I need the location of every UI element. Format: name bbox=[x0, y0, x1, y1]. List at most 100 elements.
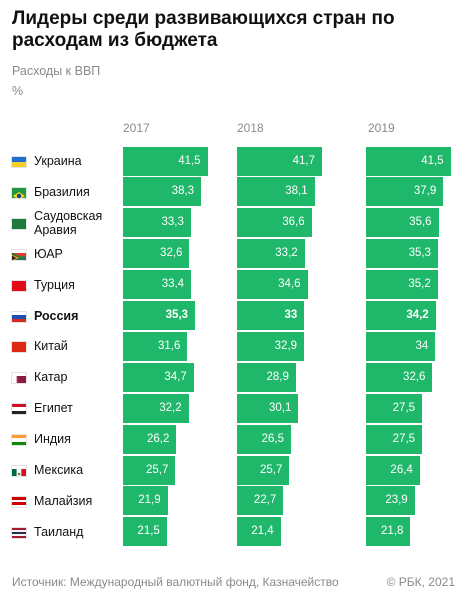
bar-value-label: 33,3 bbox=[161, 216, 184, 229]
bar-2017: 32,2 bbox=[123, 393, 189, 423]
bar-value-label: 41,7 bbox=[292, 154, 315, 167]
country-label: Индия bbox=[34, 432, 71, 446]
bar-value-label: 25,7 bbox=[259, 463, 283, 476]
bar-value-label: 38,1 bbox=[285, 185, 308, 198]
bar-2018: 36,6 bbox=[237, 208, 312, 238]
country-label-line: Малайзия bbox=[34, 493, 93, 508]
bar-2017: 26,2 bbox=[123, 424, 177, 454]
country-label-line: Аравия bbox=[34, 222, 77, 237]
bar-2019: 34 bbox=[366, 331, 436, 361]
bar-value-label: 38,3 bbox=[171, 185, 195, 198]
bar-2018: 21,4 bbox=[237, 517, 281, 547]
bar-value-label: 28,9 bbox=[266, 370, 289, 383]
country-label-line: Таиланд bbox=[34, 524, 84, 539]
bar-2019: 35,2 bbox=[366, 270, 438, 300]
bar-value-label: 33,2 bbox=[275, 247, 298, 260]
bar-2017: 33,3 bbox=[123, 208, 191, 238]
year-label-2017: 2017 bbox=[123, 121, 150, 135]
bar-2018: 28,9 bbox=[237, 362, 296, 392]
year-label-2018: 2018 bbox=[237, 121, 264, 135]
country-label-line: Турция bbox=[34, 277, 75, 292]
bar-value-label: 21,5 bbox=[137, 525, 160, 538]
bar-2018: 33 bbox=[237, 301, 305, 330]
bar-value-label: 26,2 bbox=[147, 432, 170, 445]
country-label: Египет bbox=[34, 401, 73, 415]
bar-value-label: 26,4 bbox=[390, 463, 413, 476]
bar-value-label: 34,7 bbox=[164, 370, 187, 383]
unit-label: % bbox=[12, 84, 24, 98]
bar-value-label: 35,3 bbox=[408, 247, 431, 260]
bar-value-label: 34,6 bbox=[278, 278, 301, 291]
bar-value-label: 21,4 bbox=[251, 525, 274, 538]
thailand-flag-icon bbox=[11, 527, 27, 539]
bar-value-label: 34,2 bbox=[406, 309, 429, 321]
bar-value-label: 27,5 bbox=[392, 401, 416, 414]
bar-2019: 23,9 bbox=[366, 486, 415, 516]
bar-value-label: 25,7 bbox=[145, 463, 169, 476]
country-label-line: Китай bbox=[34, 339, 68, 354]
bar-value-label: 23,9 bbox=[385, 494, 408, 507]
bar-2019: 35,6 bbox=[366, 208, 439, 238]
bar-value-label: 35,2 bbox=[408, 278, 431, 291]
bar-2019: 35,3 bbox=[366, 239, 438, 269]
bar-2017: 33,4 bbox=[123, 270, 192, 300]
bar-2018: 41,7 bbox=[237, 146, 322, 176]
country-label: Бразилия bbox=[34, 185, 90, 199]
bar-2017: 21,9 bbox=[123, 486, 168, 516]
malaysia-flag-icon bbox=[11, 496, 27, 508]
country-label: Россия bbox=[34, 309, 78, 323]
russia-flag-icon bbox=[11, 311, 27, 323]
bar-2018: 38,1 bbox=[237, 177, 315, 207]
country-label-line: Россия bbox=[34, 308, 79, 323]
bar-2019: 41,5 bbox=[366, 146, 451, 176]
bar-2017: 34,7 bbox=[123, 362, 194, 392]
bar-2017: 35,3 bbox=[123, 301, 195, 330]
bar-value-label: 32,2 bbox=[159, 401, 182, 414]
country-label-line: Индия bbox=[34, 432, 71, 447]
brazil-flag-icon bbox=[11, 187, 27, 199]
china-flag-icon bbox=[11, 341, 27, 353]
country-label: ЮАР bbox=[34, 247, 63, 261]
bar-value-label: 30,1 bbox=[268, 401, 292, 414]
bar-2018: 32,9 bbox=[237, 331, 305, 361]
bar-2019: 32,6 bbox=[366, 362, 433, 392]
bar-value-label: 22,7 bbox=[253, 494, 277, 507]
bar-2019: 21,8 bbox=[366, 517, 411, 547]
saudi-arabia-flag-icon bbox=[11, 218, 27, 230]
country-label-line: Катар bbox=[34, 370, 68, 385]
india-flag-icon bbox=[11, 434, 27, 446]
bar-2018: 33,2 bbox=[237, 239, 305, 269]
bar-value-label: 31,6 bbox=[158, 339, 181, 352]
egypt-flag-icon bbox=[11, 403, 27, 415]
copyright-note: © РБК, 2021 bbox=[386, 575, 455, 589]
bar-2019: 27,5 bbox=[366, 424, 423, 454]
bar-value-label: 32,6 bbox=[403, 370, 426, 383]
bar-value-label: 36,6 bbox=[282, 216, 305, 229]
bar-value-label: 27,5 bbox=[392, 432, 416, 445]
bar-value-label: 41,5 bbox=[421, 154, 444, 167]
country-label: Мексика bbox=[34, 463, 83, 477]
bar-value-label: 21,9 bbox=[138, 494, 161, 507]
country-label: Малайзия bbox=[34, 494, 92, 508]
bar-2018: 22,7 bbox=[237, 486, 284, 516]
country-label: Катар bbox=[34, 370, 67, 384]
bar-2017: 32,6 bbox=[123, 239, 190, 269]
country-label-line: Бразилия bbox=[34, 184, 90, 199]
bar-value-label: 34 bbox=[415, 339, 429, 352]
chart-title: Лидеры среди развивающихся стран по расх… bbox=[12, 8, 395, 51]
bar-2018: 26,5 bbox=[237, 424, 292, 454]
bar-2019: 37,9 bbox=[366, 177, 444, 207]
qatar-flag-icon bbox=[11, 372, 27, 384]
bar-value-label: 41,5 bbox=[178, 154, 201, 167]
bar-value-label: 33 bbox=[284, 309, 298, 321]
bar-2017: 21,5 bbox=[123, 517, 167, 547]
bar-2017: 31,6 bbox=[123, 331, 188, 361]
country-label-line: ЮАР bbox=[34, 246, 63, 261]
bar-2018: 30,1 bbox=[237, 393, 299, 423]
bar-2017: 38,3 bbox=[123, 177, 202, 207]
bar-value-label: 35,6 bbox=[409, 216, 432, 229]
bar-2019: 27,5 bbox=[366, 393, 423, 423]
bar-2017: 41,5 bbox=[123, 146, 208, 176]
chart-subtitle: Расходы к ВВП bbox=[12, 64, 101, 78]
turkey-flag-icon bbox=[11, 280, 27, 292]
